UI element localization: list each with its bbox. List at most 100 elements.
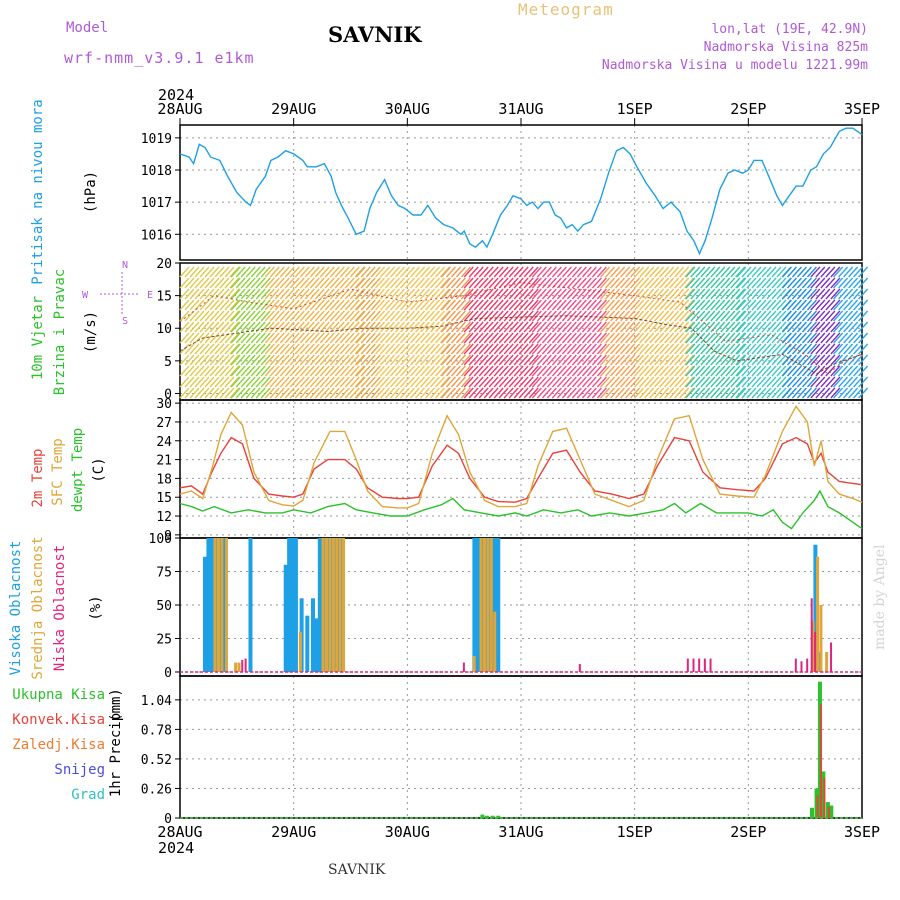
wind-barb <box>204 288 215 300</box>
wind-barb <box>194 354 205 366</box>
wind-barb <box>365 387 376 399</box>
wind-barb <box>508 277 519 289</box>
wind-barb <box>434 299 446 311</box>
wind-barb <box>639 288 650 300</box>
wind-barb <box>304 354 315 366</box>
wind-barb <box>339 376 350 388</box>
wind-barb <box>858 343 869 355</box>
wind-barb <box>194 288 205 300</box>
wind-barb <box>546 343 557 355</box>
wind-barb <box>625 332 636 344</box>
wind-barb <box>615 332 626 344</box>
wind-barb <box>615 376 626 388</box>
wind-barb <box>294 266 305 278</box>
wind-barb <box>394 310 406 322</box>
wind-barb <box>756 299 767 311</box>
precip-legend-item: Ukupna Kisa <box>12 687 105 703</box>
wind-barb <box>561 376 572 388</box>
wind-barb <box>360 365 371 377</box>
wind-barb <box>541 376 552 388</box>
wind-barb <box>344 288 355 300</box>
wind-barb <box>360 299 371 311</box>
wind-barb <box>414 376 426 388</box>
wind-barb <box>214 310 225 322</box>
wind-barb <box>843 365 854 377</box>
wind-barb <box>419 387 431 399</box>
wind-barb <box>339 343 350 355</box>
wind-barb <box>600 387 611 399</box>
wind-barb <box>235 354 246 366</box>
wind-barb <box>541 365 552 377</box>
wind-barb <box>419 299 431 311</box>
wind-barb <box>556 288 567 300</box>
wind-barb <box>240 288 251 300</box>
wind-barb <box>781 365 792 377</box>
wind-barb <box>596 321 607 333</box>
wind-barb <box>853 332 864 344</box>
wind-barb <box>838 354 849 366</box>
wind-barb <box>659 365 670 377</box>
wind-barb <box>838 266 849 278</box>
wind-barb <box>179 354 190 366</box>
wind-barb <box>409 387 421 399</box>
wind-barb <box>518 365 529 377</box>
wind-barb <box>478 387 489 399</box>
wind-barb <box>204 365 215 377</box>
wind-barb <box>766 387 777 399</box>
wind-barb <box>250 343 261 355</box>
wind-barb <box>329 310 340 322</box>
x-tick-label-top: 31AUG <box>498 100 543 118</box>
wind-barb <box>746 332 757 344</box>
wind-barb <box>199 365 210 377</box>
wind-barb <box>751 387 762 399</box>
wind-barb <box>664 321 675 333</box>
wind-barb <box>576 266 587 278</box>
wind-barb <box>429 321 441 333</box>
wind-barb <box>528 266 539 278</box>
wind-barb <box>493 365 504 377</box>
wind-barb <box>771 288 782 300</box>
wind-barb <box>294 365 305 377</box>
wind-barb <box>730 321 741 333</box>
wind-barb <box>179 288 190 300</box>
wind-barb <box>605 365 616 377</box>
wind-barb <box>720 354 731 366</box>
wind-barb-band <box>374 266 451 399</box>
wind-barb <box>690 343 701 355</box>
wind-barb <box>493 387 504 399</box>
wind-barb <box>600 365 611 377</box>
wind-barb <box>409 365 421 377</box>
wind-barb <box>644 354 655 366</box>
wind-barb <box>260 354 271 366</box>
bar-clouds <box>686 658 689 672</box>
wind-barb <box>460 376 471 388</box>
wind-barb <box>669 332 680 344</box>
wind-barb <box>756 321 767 333</box>
wind-barb <box>639 332 650 344</box>
wind-barb <box>463 376 474 388</box>
wind-barb <box>483 332 494 344</box>
wind-barb <box>615 354 626 366</box>
wind-barb <box>674 321 685 333</box>
wind-barb <box>365 332 376 344</box>
wind-barb <box>751 266 762 278</box>
wind-barb <box>843 277 854 289</box>
wind-barb <box>541 277 552 289</box>
wind-barb <box>679 310 690 322</box>
wind-barb <box>379 387 391 399</box>
wind-barb <box>324 266 335 278</box>
wind-barb <box>409 354 421 366</box>
bar-clouds <box>342 538 346 672</box>
wind-barb <box>508 387 519 399</box>
wind-barb <box>830 266 841 278</box>
wind-barb <box>761 343 772 355</box>
wind-barb <box>679 343 690 355</box>
wind-barb <box>289 321 300 333</box>
wind-barb <box>820 321 831 333</box>
wind-barb <box>229 321 240 333</box>
wind-barb <box>434 376 446 388</box>
wind-barb <box>730 387 741 399</box>
wind-barb <box>235 321 246 333</box>
wind-barb <box>639 365 650 377</box>
wind-barb <box>786 365 797 377</box>
